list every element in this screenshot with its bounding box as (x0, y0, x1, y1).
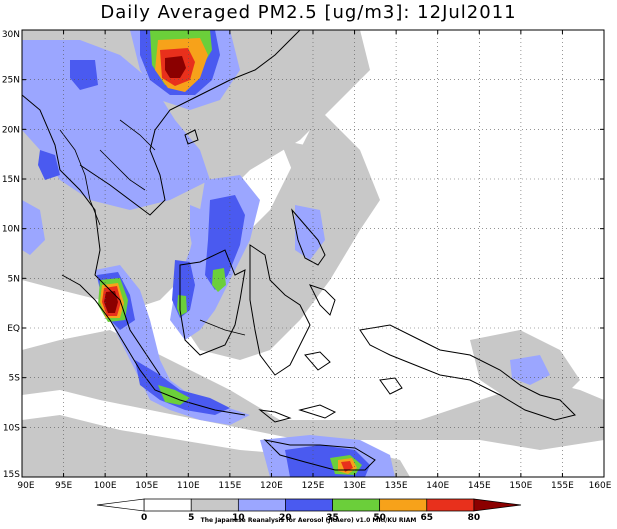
lat-tick-label: 10N (2, 225, 20, 235)
colorbar-segment (96, 498, 145, 512)
colorbar-level-label: 50 (373, 513, 386, 523)
colorbar-segment (426, 498, 475, 512)
lat-tick-label: 30N (2, 30, 20, 40)
lon-tick-label: 90E (17, 481, 34, 491)
colorbar-level-label: 5 (188, 513, 194, 523)
colorbar-level-label: 80 (468, 513, 481, 523)
lat-tick-label: 15N (2, 175, 20, 185)
map-title: Daily Averaged PM2.5 [ug/m3]: 12Jul2011 (100, 2, 517, 23)
colorbar-segment (473, 498, 522, 512)
lat-tick-label: 5S (9, 374, 21, 384)
colorbar-level-label: 65 (421, 513, 434, 523)
lat-tick-label: 25N (2, 76, 20, 86)
lat-tick-label: 15S (3, 470, 20, 480)
concentration-field (22, 30, 604, 477)
latitude-axis: 30N 25N 20N 15N 10N 5N EQ 5S 10S 15S (2, 29, 604, 480)
credit-text: The Japanese Reanalysis for Aerosol (JRA… (200, 517, 417, 524)
lon-tick-label: 115E (218, 481, 241, 491)
colorbar-level-label: 10 (232, 513, 245, 523)
gridlines (22, 30, 604, 477)
colorbar-level-label: 35 (326, 513, 339, 523)
lon-tick-label: 100E (94, 481, 117, 491)
colorbar-level-label: 20 (279, 513, 292, 523)
lon-tick-label: 95E (55, 481, 72, 491)
lon-tick-label: 105E (135, 481, 158, 491)
colorbar-segment (190, 498, 239, 512)
lat-tick-label: EQ (7, 324, 20, 334)
lat-tick-label: 10S (3, 423, 20, 433)
lon-tick-label: 140E (426, 481, 449, 491)
lon-tick-label: 110E (177, 481, 200, 491)
lon-tick-label: 155E (551, 481, 574, 491)
colorbar-segment (332, 498, 381, 512)
colorbar-level-label: 0 (141, 513, 147, 523)
lon-tick-label: 130E (343, 481, 366, 491)
lon-tick-label: 145E (468, 481, 491, 491)
lon-tick-label: 160E (589, 481, 612, 491)
colorbar-segment (379, 498, 428, 512)
colorbar-segment (285, 498, 333, 512)
lat-tick-label: 5N (8, 274, 20, 284)
contour-dark-red (104, 56, 186, 313)
longitude-axis: 90E 95E 100E 105E 110E 115E 120E 125E 130E 135E 14… (17, 30, 612, 491)
lon-tick-label: 135E (385, 481, 408, 491)
coastlines (22, 30, 576, 471)
lon-tick-label: 150E (509, 481, 532, 491)
colorbar: 0 5 10 20 35 50 65 80 (96, 498, 522, 523)
lon-tick-label: 120E (260, 481, 283, 491)
lat-tick-label: 20N (2, 125, 20, 135)
colorbar-segment (237, 498, 286, 512)
lon-tick-label: 125E (302, 481, 325, 491)
colorbar-segment (143, 498, 192, 512)
country-borders (59, 119, 246, 336)
